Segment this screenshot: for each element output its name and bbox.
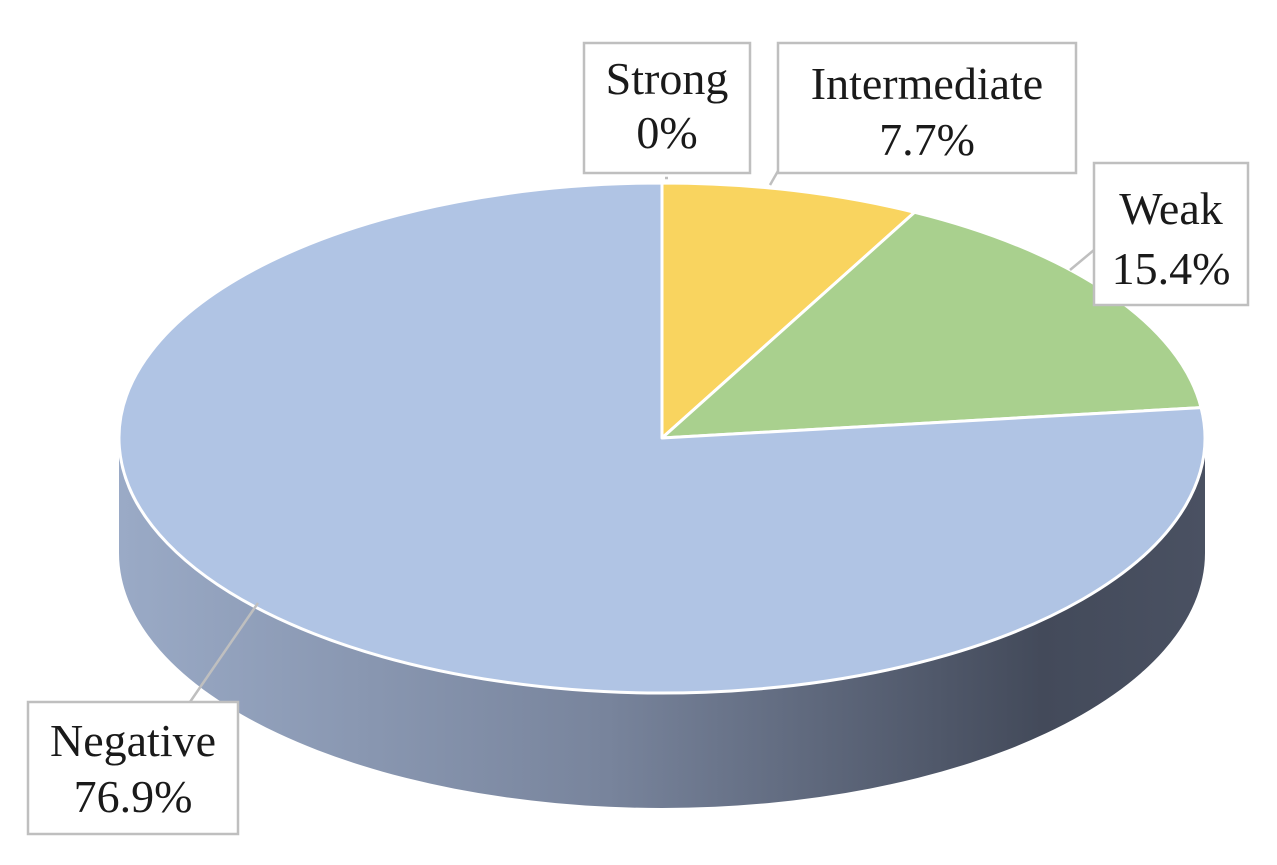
label-strong-name: Strong <box>606 53 729 104</box>
label-strong-value: 0% <box>636 107 697 158</box>
pie-side-wall <box>119 438 1205 808</box>
callout-box-weak <box>1092 161 1250 307</box>
label-negative-value: 76.9% <box>74 771 193 822</box>
pie-slice-intermediate <box>660 181 917 440</box>
label-weak-name: Weak <box>1119 183 1223 234</box>
callout-box-strong <box>582 41 752 175</box>
label-intermediate-value: 7.7% <box>879 114 975 165</box>
data-label-intermediate: Intermediate 7.7% <box>776 41 1078 175</box>
leader-line-weak <box>1069 249 1095 271</box>
pie-slices <box>117 181 1207 695</box>
label-negative-name: Negative <box>50 715 216 766</box>
callout-box-negative <box>26 700 240 836</box>
data-label-weak: Weak 15.4% <box>1092 161 1250 307</box>
pie-slice-negative <box>117 181 1207 695</box>
leader-line-intermediate <box>768 170 780 186</box>
data-label-strong: Strong 0% <box>582 41 752 175</box>
label-weak-value: 15.4% <box>1112 243 1231 294</box>
leader-line-negative <box>188 602 260 703</box>
callout-box-intermediate <box>776 41 1078 175</box>
data-label-negative: Negative 76.9% <box>26 700 240 836</box>
label-intermediate-name: Intermediate <box>811 58 1043 109</box>
